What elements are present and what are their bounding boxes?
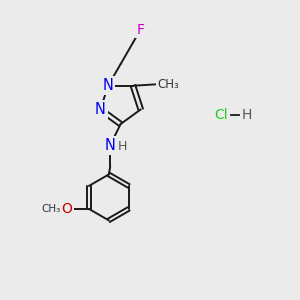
Text: O: O [61, 202, 72, 216]
Text: N: N [95, 102, 106, 117]
Text: Cl: Cl [214, 108, 228, 122]
Text: H: H [118, 140, 127, 153]
Text: N: N [103, 78, 113, 93]
Text: N: N [105, 138, 116, 153]
Text: CH₃: CH₃ [158, 78, 179, 91]
Text: F: F [136, 22, 145, 37]
Text: CH₃: CH₃ [42, 204, 61, 214]
Text: H: H [242, 108, 252, 122]
